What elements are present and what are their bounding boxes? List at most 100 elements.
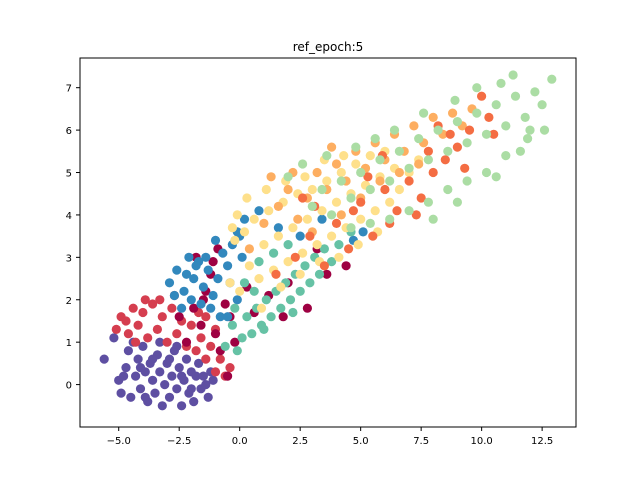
scatter-point [539, 125, 550, 135]
scatter-point [131, 337, 141, 347]
scatter-point [433, 125, 443, 135]
scatter-point [327, 142, 337, 152]
scatter-point [191, 346, 201, 356]
y-tick-label: 1 [66, 338, 72, 349]
scatter-point [452, 117, 462, 127]
x-tick-label: 2.5 [292, 436, 308, 447]
scatter-point [464, 125, 475, 135]
scatter-point [348, 206, 358, 216]
scatter-point [223, 371, 233, 381]
scatter-point [203, 265, 213, 275]
scatter-point [239, 214, 250, 224]
y-tick-label: 3 [66, 253, 72, 264]
x-axis: −5.0 −2.5 0.0 2.5 5.0 7.5 10.0 12.5 [107, 427, 553, 447]
scatter-point [283, 240, 293, 250]
scatter-point [450, 95, 460, 105]
scatter-point [298, 193, 308, 203]
scatter-point [223, 312, 233, 322]
scatter-point [223, 261, 233, 271]
scatter-point [249, 286, 259, 296]
scatter-point [119, 371, 129, 381]
scatter-point [276, 303, 286, 313]
scatter-point [285, 295, 296, 305]
scatter-point [225, 278, 235, 288]
scatter-point [394, 167, 404, 178]
scatter-point [140, 392, 150, 402]
scatter-point [196, 299, 206, 309]
scatter-point [339, 151, 349, 161]
scatter-point [237, 252, 247, 262]
scatter-point [191, 371, 201, 381]
y-tick-label: 6 [66, 126, 72, 137]
scatter-point [508, 70, 518, 80]
scatter-point [164, 392, 175, 402]
scatter-point [409, 121, 419, 131]
scatter-point [491, 172, 501, 182]
scatter-point [148, 375, 158, 385]
scatter-point [177, 303, 187, 313]
scatter-point [273, 231, 283, 241]
scatter-point [537, 100, 547, 110]
scatter-point [201, 354, 211, 364]
scatter-point [293, 214, 303, 224]
scatter-point [244, 261, 254, 271]
scatter-point [135, 384, 146, 394]
scatter-point [194, 358, 204, 368]
y-tick-label: 4 [66, 211, 72, 222]
scatter-point [365, 218, 375, 228]
scatter-point [515, 146, 526, 156]
scatter-point [196, 320, 206, 330]
scatter-point [336, 167, 346, 178]
scatter-point [186, 295, 196, 305]
scatter-point [423, 146, 433, 156]
scatter-point [385, 214, 395, 224]
scatter-point [547, 74, 557, 84]
scatter-point [288, 223, 298, 233]
scatter-point [273, 223, 283, 233]
scatter-point [414, 159, 424, 169]
scatter-point [143, 333, 153, 343]
scatter-point [198, 282, 208, 292]
scatter-point [501, 121, 511, 131]
scatter-point [225, 363, 235, 373]
scatter-point [273, 201, 283, 211]
scatter-point [298, 248, 308, 258]
y-tick-label: 5 [66, 169, 72, 180]
scatter-point [213, 274, 223, 284]
scatter-point [215, 354, 225, 364]
scatter-point [462, 138, 472, 148]
scatter-point [385, 197, 395, 207]
scatter-point [160, 380, 170, 390]
scatter-point [206, 303, 216, 313]
scatter-point [346, 223, 356, 233]
scatter-point [208, 257, 218, 267]
scatter-point [164, 278, 175, 288]
scatter-point [169, 290, 179, 301]
scatter-point [138, 341, 148, 351]
scatter-point [261, 184, 271, 195]
scatter-point [302, 214, 312, 224]
scatter-point [208, 290, 218, 301]
scatter-point [208, 375, 218, 385]
scatter-point [135, 363, 146, 373]
scatter-point [256, 303, 267, 313]
scatter-point [201, 312, 211, 322]
scatter-point [300, 172, 310, 182]
scatter-point [249, 214, 259, 224]
scatter-point [523, 134, 533, 144]
scatter-point [452, 142, 462, 152]
scatter-point [276, 282, 286, 292]
scatter-point [167, 371, 177, 381]
scatter-point [172, 329, 182, 339]
scatter-point [392, 206, 402, 216]
scatter-point [133, 354, 143, 364]
scatter-point [181, 354, 192, 364]
scatter-point [264, 206, 274, 216]
scatter-point [344, 244, 354, 254]
scatter-point [472, 83, 482, 93]
scatter-point [148, 354, 158, 364]
scatter-point [254, 206, 264, 216]
scatter-point [155, 367, 165, 377]
scatter-point [111, 324, 121, 334]
